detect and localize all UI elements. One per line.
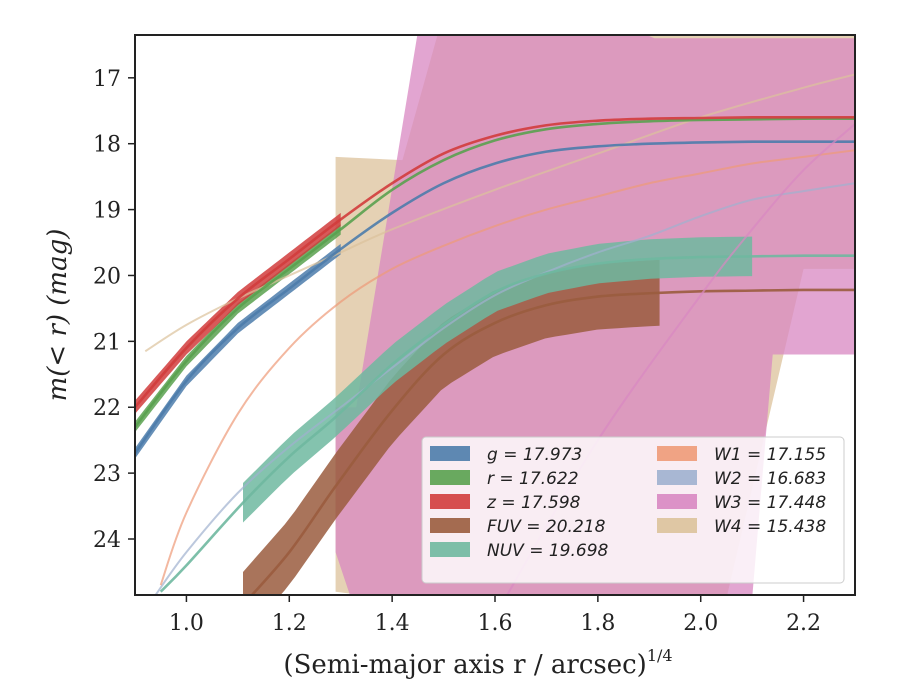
series-line-nuv [159, 254, 855, 593]
x-tick-label: 1.8 [580, 611, 615, 636]
legend-label-w2: W2 = 16.683 [714, 469, 826, 489]
legend-swatch-g [430, 446, 470, 461]
y-axis-label: m(< r) (mag) [43, 229, 73, 402]
series-line-z [135, 116, 855, 409]
x-axis-label: (Semi-major axis r / arcsec)1/4 [283, 646, 672, 680]
x-tick-label: 1.4 [375, 611, 410, 636]
legend-label-w1: W1 = 17.155 [714, 445, 826, 465]
x-tick-label: 2.0 [683, 611, 718, 636]
legend-label-z: z = 17.598 [486, 493, 581, 513]
legend-swatch-r [430, 470, 470, 485]
legend-swatch-w2 [657, 470, 697, 485]
y-tick-label: 21 [93, 330, 121, 355]
x-axis: 1.0 1.2 1.4 1.6 1.8 2.0 2.2 [169, 595, 821, 636]
legend: g = 17.973 r = 17.622 z = 17.598 FUV = 20.2… [421, 436, 845, 584]
series-line-r [135, 117, 855, 428]
y-tick-label: 20 [93, 264, 121, 289]
y-tick-label: 17 [93, 67, 121, 92]
legend-label-r: r = 17.622 [487, 469, 579, 489]
x-tick-label: 2.2 [786, 611, 821, 636]
y-axis: 17 18 19 20 21 22 23 24 [93, 67, 135, 553]
legend-swatch-fuv [430, 518, 470, 533]
legend-label-w4: W4 = 15.438 [714, 517, 826, 537]
legend-box [421, 436, 845, 584]
x-tick-label: 1.6 [478, 611, 513, 636]
series-line-fuv [250, 288, 855, 595]
y-tick-label: 19 [93, 199, 121, 224]
band-z [135, 212, 341, 414]
legend-swatch-w1 [657, 446, 697, 461]
x-tick-label: 1.2 [272, 611, 307, 636]
legend-swatch-w3 [657, 494, 697, 509]
legend-swatch-w4 [657, 518, 697, 533]
legend-swatch-z [430, 494, 470, 509]
series-line-w2 [154, 182, 855, 595]
legend-label-g: g = 17.973 [487, 445, 582, 465]
x-tick-label: 1.0 [169, 611, 204, 636]
series-line-g [135, 140, 855, 455]
y-tick-label: 24 [93, 528, 121, 553]
series-line-w1 [159, 149, 855, 586]
legend-label-nuv: NUV = 19.698 [487, 541, 609, 561]
legend-label-fuv: FUV = 20.218 [487, 517, 606, 537]
y-tick-label: 22 [93, 396, 121, 421]
y-tick-label: 18 [93, 133, 121, 158]
legend-label-w3: W3 = 17.448 [714, 493, 826, 513]
y-tick-label: 23 [93, 462, 121, 487]
legend-swatch-nuv [430, 542, 470, 557]
